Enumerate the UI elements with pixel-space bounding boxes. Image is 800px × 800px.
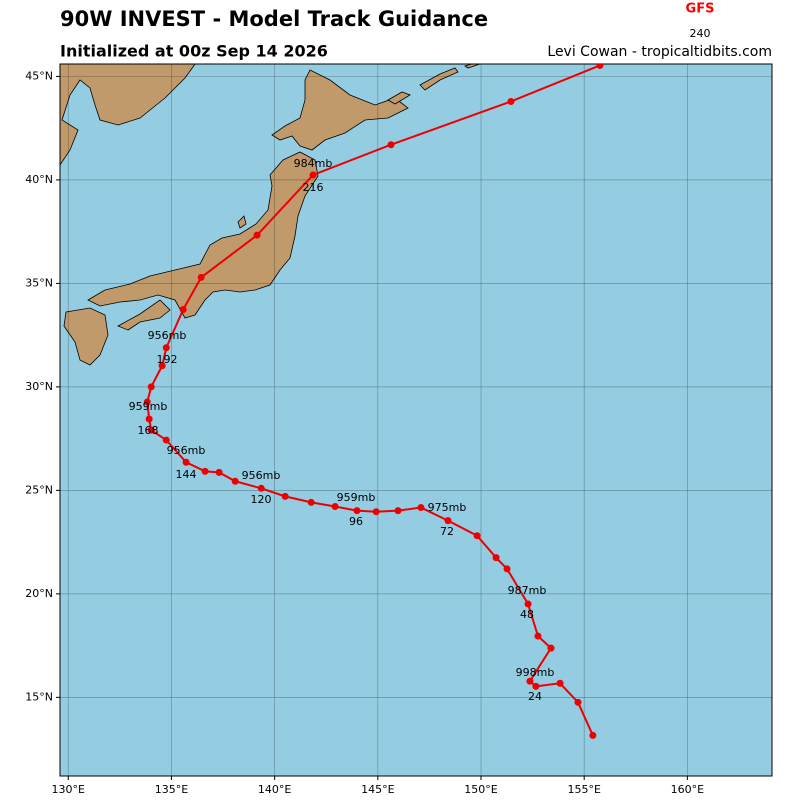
track-point bbox=[534, 632, 542, 640]
track-line bbox=[146, 64, 601, 736]
track-point bbox=[372, 508, 380, 516]
track-point bbox=[589, 731, 597, 739]
land bbox=[60, 64, 481, 366]
pressure-label: 975mb bbox=[428, 501, 467, 514]
track-point bbox=[547, 644, 555, 652]
model-name: GFS bbox=[686, 2, 715, 17]
track-point bbox=[394, 507, 402, 515]
track-point bbox=[182, 458, 190, 466]
track bbox=[143, 64, 604, 739]
model-hours: 240 bbox=[690, 27, 711, 40]
track-point bbox=[215, 468, 223, 476]
credit: Levi Cowan - tropicaltidbits.com bbox=[547, 44, 772, 60]
hour-label: 192 bbox=[157, 353, 178, 366]
hour-label: 72 bbox=[440, 525, 454, 538]
y-tick-label: 30°N bbox=[25, 380, 53, 393]
track-point bbox=[574, 698, 582, 706]
track-point bbox=[417, 504, 425, 512]
pressure-label: 956mb bbox=[148, 329, 187, 342]
track-point bbox=[147, 426, 155, 434]
map-frame bbox=[59, 63, 773, 777]
x-tick-label: 140°E bbox=[258, 783, 291, 796]
track-point bbox=[526, 677, 534, 685]
track-point bbox=[444, 517, 452, 525]
track-point bbox=[143, 398, 151, 406]
track-point bbox=[507, 97, 515, 105]
track-point bbox=[524, 600, 532, 608]
hour-label: 48 bbox=[520, 608, 534, 621]
track-point bbox=[331, 503, 339, 511]
track-point bbox=[197, 273, 205, 281]
y-tick-label: 20°N bbox=[25, 587, 53, 600]
track-point bbox=[145, 415, 153, 423]
title: 90W INVEST - Model Track Guidance bbox=[60, 7, 488, 31]
pressure-label: 956mb bbox=[242, 469, 281, 482]
x-tick-label: 145°E bbox=[361, 783, 394, 796]
track-point bbox=[492, 554, 500, 562]
track-point bbox=[179, 305, 187, 313]
track-point bbox=[532, 682, 540, 690]
subtitle: Initialized at 00z Sep 14 2026 bbox=[60, 42, 328, 61]
hour-label: 168 bbox=[138, 424, 159, 437]
track-point bbox=[147, 383, 155, 391]
x-tick-label: 130°E bbox=[52, 783, 85, 796]
y-tick-label: 40°N bbox=[25, 173, 53, 186]
track-point bbox=[281, 492, 289, 500]
pressure-label: 959mb bbox=[129, 400, 168, 413]
track-point bbox=[473, 532, 481, 540]
hour-label: 24 bbox=[528, 690, 542, 703]
x-tick-label: 135°E bbox=[155, 783, 188, 796]
hour-label: 144 bbox=[176, 468, 197, 481]
track-point bbox=[596, 64, 604, 69]
track-point bbox=[162, 436, 170, 444]
x-tick-label: 150°E bbox=[464, 783, 497, 796]
y-tick-label: 25°N bbox=[25, 483, 53, 496]
y-tick-label: 45°N bbox=[25, 69, 53, 82]
track-point bbox=[556, 679, 564, 687]
hour-label: 96 bbox=[349, 515, 363, 528]
y-tick-label: 35°N bbox=[25, 276, 53, 289]
y-tick-label: 15°N bbox=[25, 690, 53, 703]
x-tick-label: 160°E bbox=[671, 783, 704, 796]
ocean bbox=[60, 64, 772, 776]
track-point bbox=[201, 467, 209, 475]
track-point bbox=[253, 231, 261, 239]
track-point bbox=[257, 484, 265, 492]
hour-label: 216 bbox=[303, 181, 324, 194]
pressure-label: 984mb bbox=[294, 157, 333, 170]
hour-label: 120 bbox=[251, 493, 272, 506]
x-tick-label: 155°E bbox=[567, 783, 600, 796]
pressure-label: 956mb bbox=[167, 444, 206, 457]
track-point bbox=[309, 171, 317, 179]
pressure-label: 998mb bbox=[516, 666, 555, 679]
track-point bbox=[158, 362, 166, 370]
track-point bbox=[353, 507, 361, 515]
track-point bbox=[162, 344, 170, 352]
pressure-label: 959mb bbox=[337, 491, 376, 504]
pressure-label: 987mb bbox=[508, 584, 547, 597]
track-point bbox=[231, 477, 239, 485]
track-point bbox=[503, 565, 511, 573]
track-point bbox=[387, 141, 395, 149]
track-point bbox=[307, 498, 315, 506]
